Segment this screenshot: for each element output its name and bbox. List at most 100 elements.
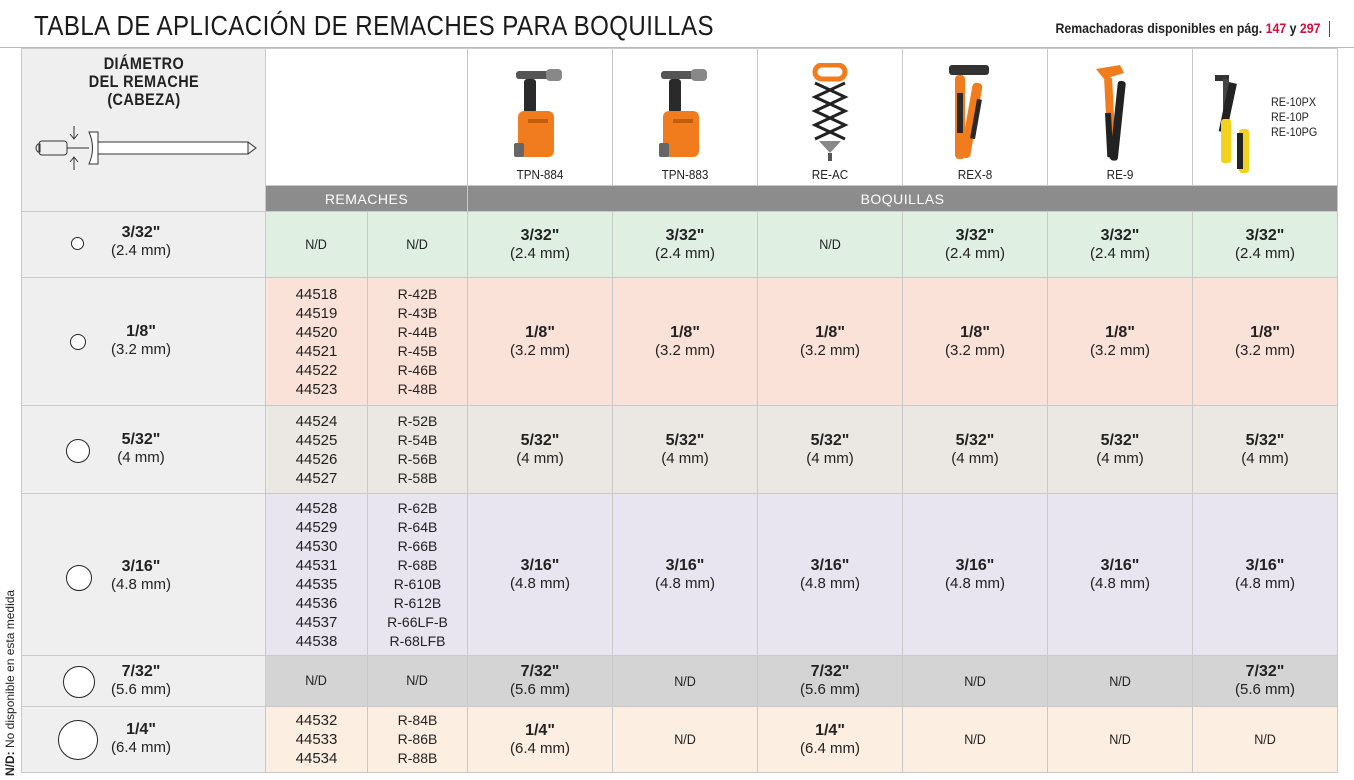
rivet-refs: R-42B R-43B R-44B R-45B R-46B R-48B [367,277,468,406]
nd-value: N/D [964,672,986,689]
nozzle-cell: 3/16" (4.8 mm) [1192,493,1338,656]
nozzle-fraction: 3/32" [1245,226,1285,244]
nozzle-mm: (2.4 mm) [945,244,1005,262]
model-name: RE-10PG [1271,125,1318,139]
rivet-ref: R-56B [397,450,438,467]
nozzle-cell: 1/8" (3.2 mm) [612,277,758,406]
size-label: 7/32" (5.6 mm) [100,663,182,699]
rivet-ref: R-52B [397,412,438,429]
rivet-code: 44537 [295,613,338,631]
nozzle-mm: (4.8 mm) [510,574,570,592]
size-cell: 1/4" (6.4 mm) [21,706,266,773]
tool-cell-re-9[interactable]: RE-9 [1047,48,1193,186]
nozzle-fraction: 5/32" [810,431,850,449]
nozzle-mm: (3.2 mm) [1235,341,1295,359]
rivet-size-circle-icon [63,666,95,698]
nozzle-mm: (3.2 mm) [1090,341,1150,359]
nozzle-cell: 1/4" (6.4 mm) [757,706,903,773]
page-title: TABLA DE APLICACIÓN DE REMACHES PARA BOQ… [34,10,714,41]
nozzle-fraction: 3/16" [520,556,560,574]
nozzle-cell: 5/32" (4 mm) [1047,405,1193,494]
diameter-title-line: DIÁMETRO [103,54,184,73]
nd-footnote-key: N/D: [3,751,17,776]
size-label: 1/4" (6.4 mm) [100,721,182,757]
nozzle-fraction: 3/16" [1245,556,1285,574]
size-fraction: 1/8" [126,323,156,340]
rivet-codes: 44524 44525 44526 44527 [265,405,368,494]
size-label: 5/32" (4 mm) [100,431,182,467]
nozzle-cell: 5/32" (4 mm) [902,405,1048,494]
rivet-ref: R-68B [397,556,438,573]
tool-cell-tpn-883[interactable]: TPN-883 [612,48,758,186]
size-cell: 7/32" (5.6 mm) [21,655,266,707]
nd-value: N/D [674,672,696,689]
nozzle-fraction: 1/8" [1105,323,1135,341]
nozzle-mm: (2.4 mm) [655,244,715,262]
rivet-code: 44530 [295,537,338,555]
rivet-ref: R-42B [397,285,438,302]
blank-header-cell [265,48,468,186]
rivet-refs: R-62B R-64B R-66B R-68B R-610B R-612B R-… [367,493,468,656]
nozzle-fraction: 7/32" [520,663,560,680]
nozzle-mm: (4 mm) [516,449,564,467]
re10-model-list: RE-10PX RE-10P RE-10PG [1271,95,1317,140]
nozzle-fraction: 7/32" [1245,663,1285,680]
rivet-code: 44535 [295,575,338,593]
rivet-ref: R-84B [397,712,438,728]
nozzle-cell: N/D [757,211,903,278]
nozzle-mm: (5.6 mm) [510,681,570,698]
pages-note: Remachadoras disponibles en pág. 147 y 2… [1055,20,1330,38]
rivet-code: 44528 [295,499,338,517]
nozzle-mm: (5.6 mm) [800,681,860,698]
nozzle-mm: (4.8 mm) [1235,574,1295,592]
size-label: 3/16" (4.8 mm) [100,558,182,594]
table-row: 1/4" (6.4 mm) 44532 44533 44534 R-84B R-… [21,706,1338,773]
rivet-size-circle-icon [66,565,92,591]
tool-cell-re-10[interactable]: RE-10PX RE-10P RE-10PG [1192,48,1338,186]
nozzle-mm: (2.4 mm) [1235,244,1295,262]
rivet-code: 44524 [295,412,338,430]
tool-cell-re-ac[interactable]: RE-AC [757,48,903,186]
rivet-ref: R-62B [397,499,438,516]
page-link-a[interactable]: 147 [1265,20,1287,36]
size-mm: (3.2 mm) [111,341,171,358]
rivet-code: 44532 [295,712,338,729]
nozzle-cell: N/D [902,706,1048,773]
nozzle-cell: N/D [1192,706,1338,773]
rivet-ref: R-58B [397,469,438,486]
table-row: 5/32" (4 mm) 44524 44525 44526 44527 R-5… [21,405,1338,494]
size-fraction: 5/32" [121,431,161,448]
nozzle-mm: (4 mm) [951,449,999,467]
size-label: 3/32" (2.4 mm) [100,224,182,260]
rivet-ref: R-45B [397,342,438,359]
nozzle-fraction: 3/16" [665,556,705,574]
nozzle-mm: (6.4 mm) [800,739,860,757]
tool-cell-tpn-884[interactable]: TPN-884 [467,48,613,186]
nozzle-fraction: 5/32" [955,431,995,449]
rivet-size-circle-icon [66,439,90,463]
nozzle-fraction: 3/32" [665,226,705,244]
nozzle-fraction: 7/32" [810,663,850,680]
rivet-application-table: DIÁMETRO DEL REMACHE (CABEZA) [21,48,1338,773]
nozzle-cell: N/D [612,655,758,707]
rivet-code: 44519 [295,304,338,322]
diameter-title-line: DEL REMACHE [88,72,199,91]
nozzle-fraction: 1/8" [670,323,700,341]
rivet-ref: R-66LF-B [387,613,448,630]
nd-footnote: N/D: No disponible en esta medida [3,590,17,776]
size-fraction: 1/4" [126,721,156,738]
nozzle-cell: N/D [612,706,758,773]
size-cell: 5/32" (4 mm) [21,405,266,494]
page-link-b[interactable]: 297 [1299,20,1321,36]
tool-cell-rex-8[interactable]: REX-8 [902,48,1048,186]
hand-riveter-icon [1215,75,1249,173]
rivet-codes: N/D [265,655,368,707]
diameter-title: DIÁMETRO DEL REMACHE (CABEZA) [88,55,198,109]
nozzle-mm: (4 mm) [1241,449,1289,467]
rivet-ref: R-46B [397,361,438,378]
nozzle-cell: 1/8" (3.2 mm) [1047,277,1193,406]
nozzle-cell: 5/32" (4 mm) [467,405,613,494]
nd-value: N/D [1254,731,1276,747]
nozzle-fraction: 1/8" [525,323,555,341]
nozzle-mm: (4 mm) [1096,449,1144,467]
